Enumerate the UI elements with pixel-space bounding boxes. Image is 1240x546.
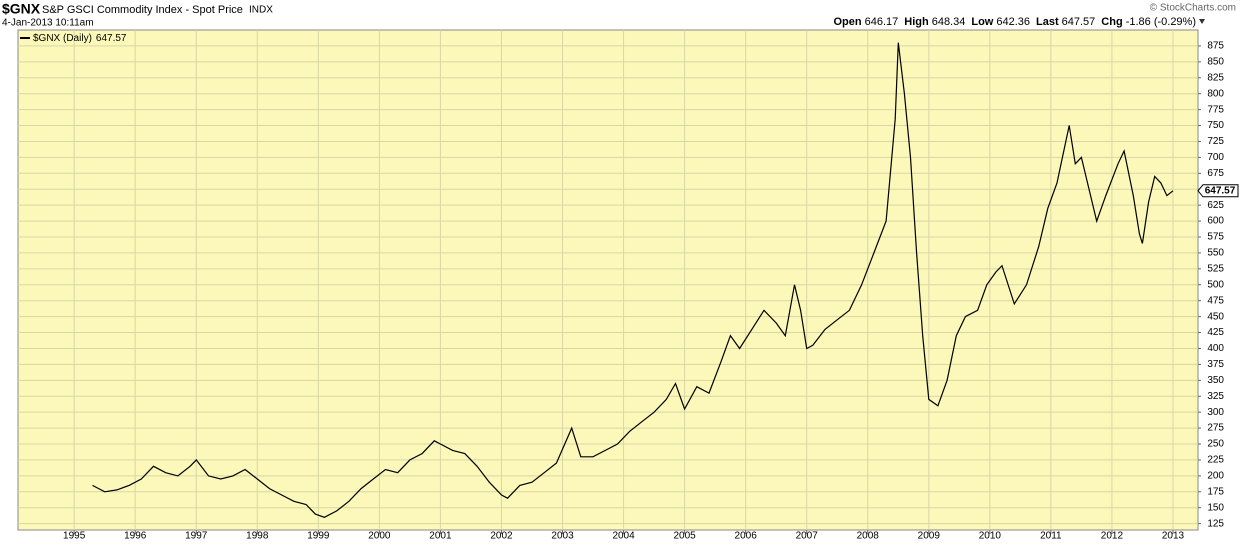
- quote-name: Low: [971, 16, 993, 28]
- quote-value: 646.17: [865, 16, 899, 28]
- source: © StockCharts.com: [1150, 3, 1236, 14]
- quote-value: 642.36: [996, 16, 1030, 28]
- y-tick-label: 775: [1207, 104, 1224, 115]
- legend-value: 647.57: [96, 33, 127, 44]
- y-tick-label: 325: [1207, 391, 1224, 402]
- quote-name: High: [904, 16, 929, 28]
- y-tick-label: 475: [1207, 295, 1224, 306]
- x-tick-label: 1998: [246, 531, 269, 542]
- y-tick-label: 550: [1207, 248, 1224, 259]
- y-tick-label: 375: [1207, 359, 1224, 370]
- x-tick-label: 2003: [551, 531, 574, 542]
- y-tick-label: 600: [1207, 216, 1224, 227]
- legend: $GNX (Daily) 647.57: [33, 33, 127, 44]
- y-tick-label: 300: [1207, 407, 1224, 418]
- y-tick-label: 250: [1207, 439, 1224, 450]
- y-tick-label: 350: [1207, 375, 1224, 386]
- quote-name: Last: [1036, 16, 1059, 28]
- y-tick-label: 700: [1207, 152, 1224, 163]
- quote-name: Open: [833, 16, 861, 28]
- x-tick-label: 1995: [63, 531, 86, 542]
- x-tick-label: 2010: [979, 531, 1002, 542]
- x-tick-label: 2009: [918, 531, 941, 542]
- exchange: INDX: [249, 5, 273, 16]
- x-tick-label: 2007: [796, 531, 819, 542]
- x-tick-label: 2013: [1162, 531, 1185, 542]
- y-tick-label: 500: [1207, 279, 1224, 290]
- x-tick-label: 1999: [307, 531, 330, 542]
- chart-title: S&P GSCI Commodity Index - Spot Price: [42, 4, 243, 16]
- y-tick-label: 225: [1207, 455, 1224, 466]
- y-tick-label: 575: [1207, 232, 1224, 243]
- y-tick-label: 150: [1207, 502, 1224, 513]
- last-price-box: [1197, 184, 1239, 198]
- x-tick-label: 2012: [1101, 531, 1124, 542]
- quote-value: -1.86 (-0.29%): [1126, 16, 1196, 28]
- x-tick-label: 1997: [185, 531, 208, 542]
- x-tick-label: 2000: [368, 531, 391, 542]
- y-tick-label: 725: [1207, 136, 1224, 147]
- quote-name: Chg: [1101, 16, 1122, 28]
- symbol: $GNX: [2, 1, 41, 17]
- x-tick-label: 2001: [429, 531, 452, 542]
- y-tick-label: 400: [1207, 343, 1224, 354]
- y-tick-label: 875: [1207, 41, 1224, 52]
- y-tick-label: 525: [1207, 263, 1224, 274]
- quote-value: 648.34: [932, 16, 966, 28]
- x-tick-label: 2004: [612, 531, 635, 542]
- y-tick-label: 625: [1207, 200, 1224, 211]
- date: 4-Jan-2013 10:11am: [2, 18, 94, 29]
- y-tick-label: 675: [1207, 168, 1224, 179]
- x-tick-label: 2011: [1040, 531, 1062, 542]
- quote-value: 647.57: [1062, 16, 1096, 28]
- x-tick-label: 2005: [673, 531, 696, 542]
- y-tick-label: 425: [1207, 327, 1224, 338]
- quote: Open 646.17 High 648.34 Low 642.36 Last 647.57 C…: [833, 16, 1196, 28]
- y-tick-label: 800: [1207, 88, 1224, 99]
- y-tick-label: 275: [1207, 423, 1224, 434]
- price-line: [92, 42, 1174, 518]
- y-tick-label: 825: [1207, 72, 1224, 83]
- y-tick-label: 175: [1207, 486, 1224, 497]
- menu-arrow[interactable]: [1199, 19, 1205, 24]
- x-tick-label: 1996: [124, 531, 147, 542]
- y-tick-label: 200: [1207, 471, 1224, 482]
- x-tick-label: 2008: [857, 531, 880, 542]
- y-tick-label: 450: [1207, 311, 1224, 322]
- y-tick-label: 125: [1207, 518, 1224, 529]
- plot-area: [17, 29, 1199, 531]
- last-price-label: 647.57: [1205, 185, 1236, 196]
- y-tick-label: 850: [1207, 56, 1224, 67]
- y-tick-label: 750: [1207, 120, 1224, 131]
- x-tick-label: 2002: [490, 531, 513, 542]
- x-tick-label: 2006: [735, 531, 758, 542]
- legend-name: $GNX (Daily): [33, 33, 92, 44]
